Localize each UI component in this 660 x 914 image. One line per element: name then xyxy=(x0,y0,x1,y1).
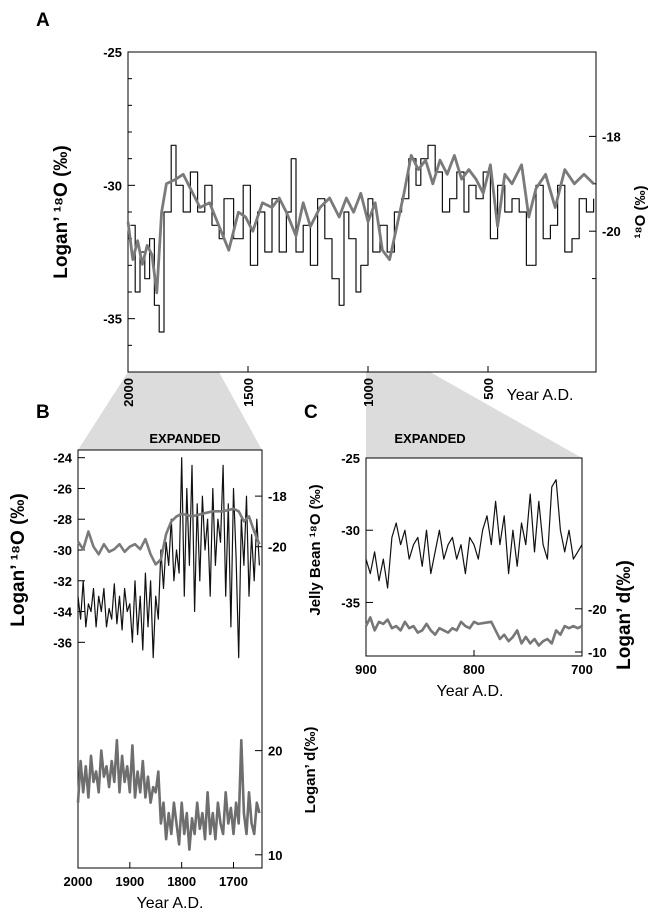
panel-b-ytick-right_top-label-1: -20 xyxy=(268,540,287,555)
panel-a-xtick-label-1: 1500 xyxy=(241,378,256,407)
panel-b-title: EXPANDED xyxy=(149,431,220,446)
panel-a-ytick-left-label-0: -25 xyxy=(103,45,122,60)
panel-b-ytick-left-label-6: -36 xyxy=(53,635,72,650)
chart-marks: 2000 1500 1000 500 -25 -30 -35 -18 -20 2000 1900 18… xyxy=(53,45,621,889)
panel-b-ylabel-left: Logan’ ¹⁸O (‰) xyxy=(8,493,29,627)
panel-c-ylabel-left: Jelly Bean ¹⁸O (‰) xyxy=(307,484,324,615)
panel-c-ytick-left-label-2: -35 xyxy=(341,595,360,610)
panel-c-series-1-line xyxy=(364,616,583,647)
panel-c-xtick-label-2: 700 xyxy=(571,662,593,677)
panel-b-ytick-right_bottom-label-0: 20 xyxy=(268,744,282,759)
panel-a-xtick-label-2: 1000 xyxy=(361,378,376,407)
panel-c-letter: C xyxy=(304,402,318,423)
panel-b-xtick-label-1: 1900 xyxy=(115,874,144,889)
panel-a-xtick-label-0: 2000 xyxy=(121,378,136,407)
panel-b-ytick-right_bottom-label-1: 10 xyxy=(268,848,282,863)
panel-b-series-1-line xyxy=(76,507,261,566)
panel-c-ytick-right-label-0: -20 xyxy=(588,602,607,617)
panel-c-ylabel-right: Logan’ d(‰) xyxy=(614,560,635,670)
panel-b-frame xyxy=(77,449,263,869)
panel-c-frame xyxy=(365,457,583,657)
panel-b-ytick-left-label-5: -34 xyxy=(53,605,73,620)
panel-b-series-0-line xyxy=(77,457,260,659)
panel-a-xtick-label-3: 500 xyxy=(481,378,496,400)
panel-b-ytick-left-label-4: -32 xyxy=(53,574,72,589)
panel-c-ytick-left-label-0: -25 xyxy=(341,451,360,466)
panel-c-ytick-right-label-1: -10 xyxy=(588,645,607,660)
panel-c-xtick-label-0: 900 xyxy=(355,662,377,677)
panel-a-ytick-left-label-1: -30 xyxy=(103,178,122,193)
panel-a-ytick-right-label-0: -18 xyxy=(602,129,621,144)
panel-b-ytick-left-label-3: -30 xyxy=(53,543,72,558)
panel-a-ytick-left-label-2: -35 xyxy=(103,312,122,327)
panel-b-ylabel-right-bottom: Logan’ d(‰) xyxy=(302,727,319,814)
panel-b-ytick-left-label-0: -24 xyxy=(53,451,73,466)
panel-b-ytick-left-label-2: -28 xyxy=(53,512,72,527)
panel-b-series-2-line xyxy=(76,738,261,851)
panel-a-letter: A xyxy=(36,10,50,31)
panel-b-ytick-right_top-label-0: -18 xyxy=(268,489,287,504)
panel-a-ylabel-right: ¹⁸O (‰) xyxy=(632,186,649,239)
panel-c-xtick-label-1: 800 xyxy=(463,662,485,677)
panel-b-xlabel: Year A.D. xyxy=(136,895,203,912)
panel-b-xtick-label-0: 2000 xyxy=(64,874,93,889)
panel-a-series-0-line xyxy=(130,144,595,333)
panel-b-letter: B xyxy=(36,402,50,423)
panel-b-ytick-left-label-1: -26 xyxy=(53,481,72,496)
panel-b-xtick-label-3: 1700 xyxy=(219,874,248,889)
panel-a-series-1-line xyxy=(126,154,595,295)
zoom-wedge-c xyxy=(366,372,582,458)
panel-a-ylabel-left: Logan’ ¹⁸O (‰) xyxy=(51,145,72,279)
zoom-wedge-b xyxy=(78,372,262,450)
panel-c-xlabel: Year A.D. xyxy=(436,683,503,700)
panel-b-xtick-label-2: 1800 xyxy=(167,874,196,889)
panel-a-xlabel: Year A.D. xyxy=(506,387,573,404)
panel-c-series-0-line xyxy=(365,479,583,589)
panel-a-ytick-right-label-1: -20 xyxy=(602,224,621,239)
panel-c-title: EXPANDED xyxy=(394,431,465,446)
panel-c-ytick-left-label-1: -30 xyxy=(341,523,360,538)
